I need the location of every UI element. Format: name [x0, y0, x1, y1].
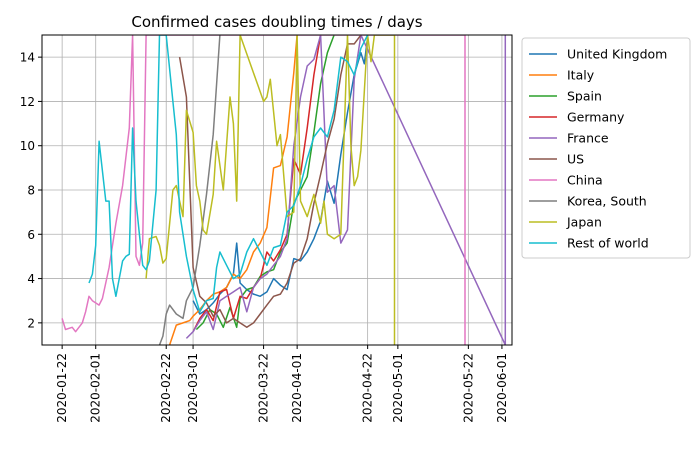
- x-tick-label: 2020-03-01: [186, 353, 200, 423]
- x-tick-label: 2020-06-01: [495, 353, 509, 423]
- y-tick-label: 6: [27, 228, 35, 242]
- series-line-us: [178, 35, 362, 329]
- grid: [42, 35, 512, 345]
- legend-label: US: [567, 152, 584, 167]
- x-tick-label: 2020-04-22: [361, 353, 375, 423]
- y-tick-label: 8: [27, 184, 35, 198]
- x-tick-label: 2020-01-22: [55, 353, 69, 423]
- legend-label: France: [567, 131, 609, 146]
- x-tick-label: 2020-05-01: [391, 353, 405, 423]
- y-axis: 2 4 6 8 10 12 14: [20, 51, 42, 330]
- legend-label: Japan: [566, 215, 602, 230]
- legend-label: Rest of world: [567, 236, 649, 251]
- legend-label: Germany: [567, 110, 625, 125]
- y-tick-label: 10: [20, 139, 35, 153]
- x-tick-label: 2020-02-22: [159, 353, 173, 423]
- series-line-korea-south: [158, 35, 221, 345]
- legend-label: Spain: [567, 89, 602, 104]
- x-tick-label: 2020-05-22: [461, 353, 475, 423]
- x-tick-label: 2020-03-22: [257, 353, 271, 423]
- legend-label: United Kingdom: [567, 47, 667, 62]
- legend-label: Italy: [567, 68, 595, 83]
- legend: United Kingdom Italy Spain Germany France US C…: [521, 37, 691, 259]
- y-tick-label: 4: [27, 272, 35, 286]
- x-tick-label: 2020-02-01: [89, 353, 103, 423]
- series-line-united-kingdom: [192, 37, 369, 315]
- series-line-spain: [195, 35, 335, 331]
- chart-title: Confirmed cases doubling times / days: [131, 13, 422, 31]
- x-tick-label: 2020-04-01: [290, 353, 304, 423]
- y-tick-label: 2: [27, 316, 35, 330]
- legend-label: China: [567, 173, 603, 188]
- series-line-france: [185, 35, 507, 345]
- x-axis: 2020-01-22 2020-02-01 2020-02-22 2020-03-01…: [55, 345, 509, 423]
- y-tick-label: 12: [20, 95, 35, 109]
- series-line-japan: [145, 35, 396, 345]
- legend-label: Korea, South: [567, 194, 647, 209]
- series-layer: [61, 35, 507, 345]
- series-line-italy: [168, 35, 298, 345]
- series-line-rest-of-world: [88, 35, 369, 313]
- legend-box: [521, 37, 691, 259]
- y-tick-label: 14: [20, 51, 35, 65]
